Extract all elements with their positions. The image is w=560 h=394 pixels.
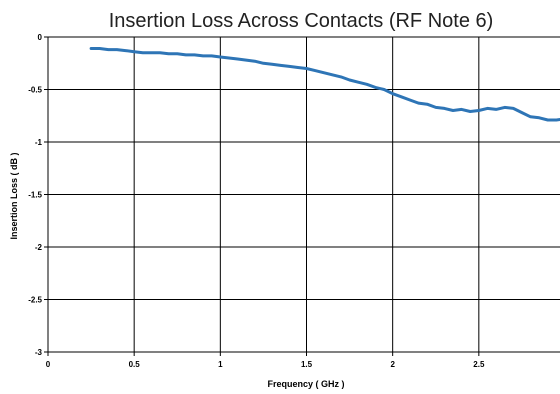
- x-tick-label: 0.5: [129, 360, 141, 369]
- x-tick-label: 1: [218, 360, 223, 369]
- y-tick-label: -0.5: [28, 86, 42, 95]
- y-tick-label: 0: [38, 33, 43, 42]
- y-tick-label: -3: [35, 348, 43, 357]
- y-tick-label: -2.5: [28, 296, 42, 305]
- series-layer: [89, 47, 560, 122]
- series-line: [89, 47, 560, 122]
- x-axis-ticks: 0 0.5 1 1.5 2 2.5: [46, 360, 485, 369]
- y-tick-label: -1.5: [28, 191, 42, 200]
- y-tick-label: -1: [35, 138, 43, 147]
- x-axis-label: Frequency ( GHz ): [267, 379, 344, 389]
- x-tick-label: 0: [46, 360, 51, 369]
- y-axis-label: Insertion Loss ( dB ): [9, 152, 19, 239]
- x-tick-label: 2: [390, 360, 395, 369]
- x-tick-label: 2.5: [473, 360, 485, 369]
- y-tick-label: -2: [35, 243, 43, 252]
- y-axis-ticks: 0 -0.5 -1 -1.5 -2 -2.5 -3: [28, 33, 42, 357]
- chart-title: Insertion Loss Across Contacts (RF Note …: [109, 10, 494, 32]
- x-tick-label: 1.5: [301, 360, 313, 369]
- grid: [44, 36, 560, 356]
